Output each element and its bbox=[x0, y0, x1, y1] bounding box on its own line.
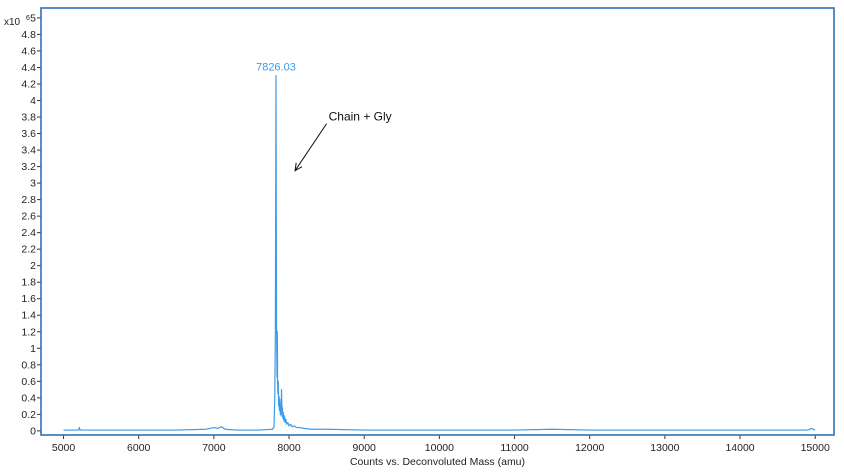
plot-area bbox=[41, 8, 834, 435]
x-axis-title: Counts vs. Deconvoluted Mass (amu) bbox=[350, 456, 525, 468]
y-exponent-prefix: x10 bbox=[4, 17, 21, 28]
series-layer bbox=[63, 75, 816, 431]
x-tick-label: 11000 bbox=[500, 442, 529, 454]
y-tick-label: 3.8 bbox=[21, 112, 36, 124]
y-tick-label: 0 bbox=[30, 425, 36, 437]
x-tick-label: 8000 bbox=[277, 442, 301, 454]
y-exponent-power: 6 bbox=[26, 15, 30, 22]
annotation-arrow-line bbox=[294, 123, 328, 171]
y-tick-label: 0.2 bbox=[21, 409, 36, 421]
annotation-arrow-head bbox=[294, 162, 303, 172]
y-tick-label: 4.2 bbox=[21, 78, 36, 90]
x-axis: 5000 6000 7000 8000 9000 10000 11000 12000 13000… bbox=[52, 435, 830, 454]
x-tick-label: 5000 bbox=[52, 442, 76, 454]
y-tick-label: 3 bbox=[30, 178, 36, 190]
y-tick-label: 2.4 bbox=[21, 227, 36, 239]
x-tick-label: 14000 bbox=[725, 442, 754, 454]
annotation-label: Chain + Gly bbox=[329, 110, 392, 124]
y-tick-label: 1.8 bbox=[21, 277, 36, 289]
y-tick-label: 1 bbox=[30, 343, 36, 355]
plot-border bbox=[40, 7, 835, 436]
x-tick-label: 6000 bbox=[127, 442, 151, 454]
y-tick-label: 1.2 bbox=[21, 326, 36, 338]
y-tick-label: 1.4 bbox=[21, 310, 36, 322]
x-tick-label: 12000 bbox=[575, 442, 604, 454]
y-tick-label: 0.8 bbox=[21, 359, 36, 371]
peak-label: 7826.03 bbox=[256, 62, 296, 74]
y-tick-label: 3.6 bbox=[21, 128, 36, 140]
x-tick-label: 9000 bbox=[353, 442, 377, 454]
x-tick-label: 13000 bbox=[650, 442, 679, 454]
x-tick-label: 15000 bbox=[801, 442, 830, 454]
x-tick-label: 7000 bbox=[202, 442, 226, 454]
series-line bbox=[63, 75, 816, 431]
y-tick-label: 5 bbox=[30, 12, 36, 24]
y-tick-label: 3.2 bbox=[21, 161, 36, 173]
y-tick-label: 2 bbox=[30, 260, 36, 272]
y-tick-label: 4.6 bbox=[21, 45, 36, 57]
y-tick-label: 1.6 bbox=[21, 293, 36, 305]
y-axis: 0 0.2 0.4 0.6 0.8 1 1.2 1.4 1.6 1.8 2 2.2 2.4 2.6 2.8 3… bbox=[21, 12, 41, 437]
y-tick-label: 2.8 bbox=[21, 194, 36, 206]
y-tick-label: 4.8 bbox=[21, 29, 36, 41]
y-tick-label: 0.6 bbox=[21, 376, 36, 388]
y-tick-label: 4 bbox=[30, 95, 36, 107]
y-tick-label: 2.6 bbox=[21, 211, 36, 223]
y-tick-label: 0.4 bbox=[21, 392, 36, 404]
annotation-layer: 7826.03 Chain + Gly bbox=[256, 62, 392, 172]
y-tick-label: 2.2 bbox=[21, 244, 36, 256]
y-tick-label: 3.4 bbox=[21, 145, 36, 157]
x-tick-label: 10000 bbox=[425, 442, 454, 454]
y-tick-label: 4.4 bbox=[21, 62, 36, 74]
